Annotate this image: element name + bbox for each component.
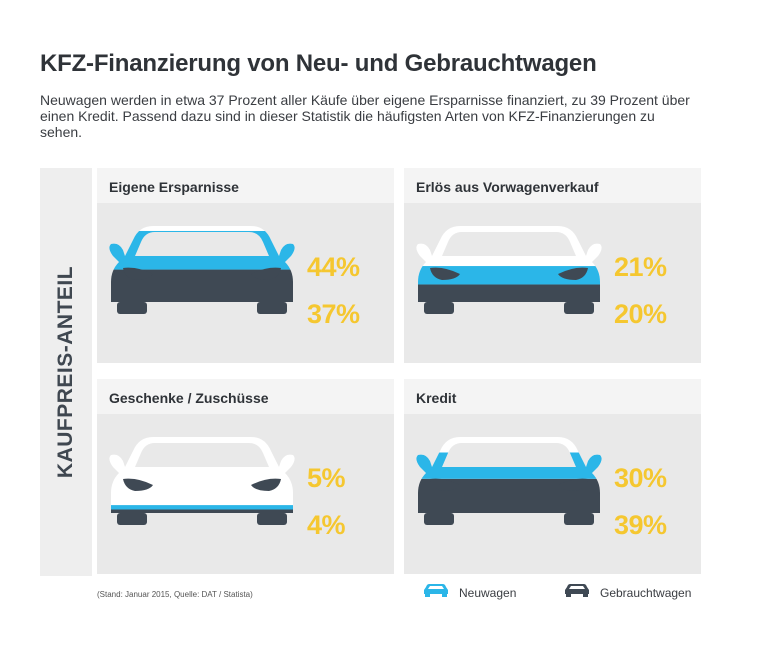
panel-kredit: Kredit 30% 39% <box>404 379 701 574</box>
headlight-left <box>430 478 460 491</box>
y-axis-band <box>40 168 92 576</box>
car-figure <box>416 226 602 314</box>
wheel-right <box>257 513 287 525</box>
category-label: Eigene Ersparnisse <box>109 179 239 195</box>
panel-geschenke-zuschuesse: Geschenke / Zuschüsse 5% 4% <box>97 379 394 574</box>
wheel-left <box>117 513 147 525</box>
value-label-neuwagen: 30% <box>614 463 667 493</box>
wheel-left <box>424 302 454 314</box>
bar-gebrauchtwagen <box>109 509 295 513</box>
bar-neuwagen <box>109 505 295 510</box>
chart-title: KFZ-Finanzierung von Neu- und Gebrauchtw… <box>40 50 597 77</box>
headlight-right <box>251 267 281 280</box>
wheel-right <box>564 302 594 314</box>
legend-item-gebrauchtwagen: Gebrauchtwagen <box>564 582 691 603</box>
bar-neuwagen <box>416 266 602 285</box>
car-figure <box>416 437 602 525</box>
car-figure <box>109 226 295 314</box>
windshield <box>442 232 576 256</box>
headlight-left <box>123 267 153 280</box>
value-label-neuwagen: 5% <box>307 463 346 493</box>
windshield <box>442 443 576 467</box>
wheel-right <box>257 302 287 314</box>
wheel-right <box>564 513 594 525</box>
value-label-gebrauchtwagen: 37% <box>307 299 360 329</box>
wheel-left <box>424 513 454 525</box>
windshield <box>135 443 269 467</box>
car-icon <box>423 582 449 603</box>
value-label-gebrauchtwagen: 39% <box>614 510 667 540</box>
value-label-gebrauchtwagen: 20% <box>614 299 667 329</box>
category-label: Kredit <box>416 390 457 406</box>
headlight-right <box>251 478 281 491</box>
category-label: Geschenke / Zuschüsse <box>109 390 269 406</box>
car-figure <box>109 437 295 525</box>
source-note: (Stand: Januar 2015, Quelle: DAT / Stati… <box>97 590 253 599</box>
category-label: Erlös aus Vorwagenverkauf <box>416 179 599 195</box>
headlight-left <box>430 267 460 280</box>
value-label-neuwagen: 44% <box>307 252 360 282</box>
legend-label-neuwagen: Neuwagen <box>459 585 517 600</box>
y-axis-label: KAUFPREIS-ANTEIL <box>54 265 77 479</box>
legend-item-neuwagen: Neuwagen <box>423 582 516 603</box>
panel-erloes-vorwagenverkauf: Erlös aus Vorwagenverkauf 21% 20% <box>404 168 701 363</box>
bar-gebrauchtwagen <box>416 284 602 302</box>
legend-label-gebrauchtwagen: Gebrauchtwagen <box>600 585 692 600</box>
panel-eigene-ersparnisse: Eigene Ersparnisse 44% 37% <box>97 168 394 363</box>
value-label-neuwagen: 21% <box>614 252 667 282</box>
car-icon <box>564 582 590 603</box>
headlight-right <box>558 478 588 491</box>
value-label-gebrauchtwagen: 4% <box>307 510 346 540</box>
wheel-left <box>117 302 147 314</box>
headlight-right <box>558 267 588 280</box>
chart-subtitle: Neuwagen werden in etwa 37 Prozent aller… <box>40 92 690 140</box>
headlight-left <box>123 478 153 491</box>
windshield <box>135 232 269 256</box>
